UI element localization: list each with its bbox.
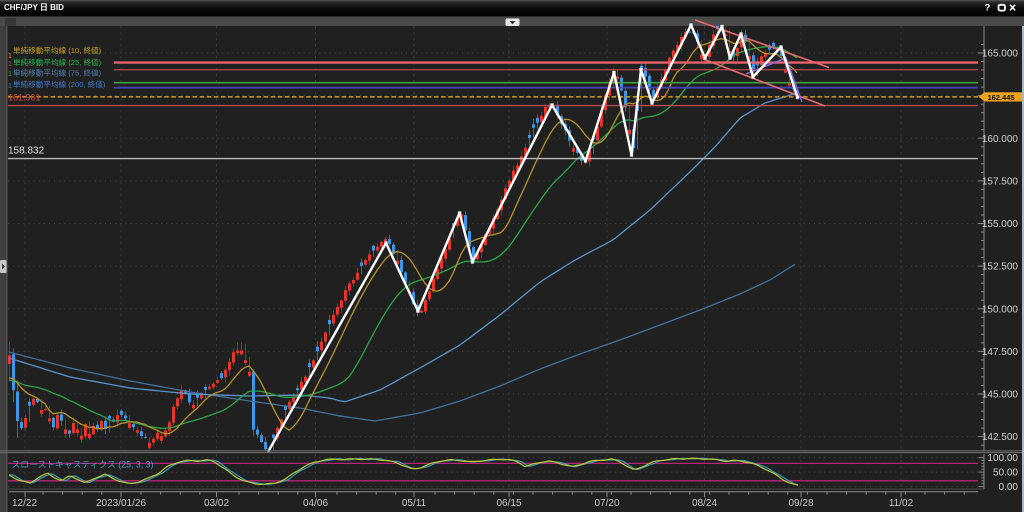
- svg-text:155.000: 155.000: [982, 219, 1019, 230]
- svg-text:?: ?: [985, 3, 991, 14]
- svg-text:100.00: 100.00: [987, 453, 1018, 464]
- svg-text:142.500: 142.500: [982, 432, 1019, 443]
- svg-text:CHF/JPY 日 BID: CHF/JPY 日 BID: [4, 3, 64, 12]
- svg-text:1: 1: [8, 53, 12, 60]
- svg-text:150.000: 150.000: [982, 304, 1019, 315]
- svg-text:161.961: 161.961: [8, 93, 41, 103]
- svg-text:06/15: 06/15: [496, 498, 521, 509]
- svg-text:157.500: 157.500: [982, 177, 1019, 188]
- svg-text:50.00: 50.00: [993, 468, 1018, 479]
- svg-text:158.832: 158.832: [8, 146, 45, 157]
- svg-text:03/02: 03/02: [204, 498, 229, 509]
- svg-text:152.500: 152.500: [982, 262, 1019, 273]
- svg-text:単純移動平均線 (10, 終値): 単純移動平均線 (10, 終値): [13, 45, 102, 55]
- svg-text:04/06: 04/06: [303, 498, 328, 509]
- svg-text:08/24: 08/24: [692, 498, 717, 509]
- svg-text:11/02: 11/02: [889, 498, 914, 509]
- svg-text:単純移動平均線 (75, 終値): 単純移動平均線 (75, 終値): [13, 68, 102, 78]
- svg-text:0.00: 0.00: [999, 482, 1019, 493]
- svg-text:スローストキャスティクス (25, 3, 3): スローストキャスティクス (25, 3, 3): [12, 459, 154, 469]
- svg-text:162.445: 162.445: [987, 93, 1014, 102]
- svg-text:07/20: 07/20: [594, 498, 619, 509]
- svg-text:単純移動平均線 (200, 終値): 単純移動平均線 (200, 終値): [13, 79, 106, 89]
- svg-text:12/22: 12/22: [12, 498, 37, 509]
- svg-text:145.000: 145.000: [982, 390, 1019, 401]
- svg-text:1: 1: [8, 71, 12, 78]
- svg-text:1: 1: [8, 83, 12, 90]
- svg-text:2023/01/26: 2023/01/26: [96, 498, 146, 509]
- svg-text:147.500: 147.500: [982, 347, 1019, 358]
- svg-text:165.000: 165.000: [982, 49, 1019, 60]
- svg-text:09/28: 09/28: [788, 498, 813, 509]
- svg-text:1: 1: [8, 61, 12, 68]
- svg-text:160.000: 160.000: [982, 134, 1019, 145]
- svg-text:05/11: 05/11: [402, 498, 427, 509]
- svg-text:単純移動平均線 (25, 終値): 単純移動平均線 (25, 終値): [13, 57, 102, 67]
